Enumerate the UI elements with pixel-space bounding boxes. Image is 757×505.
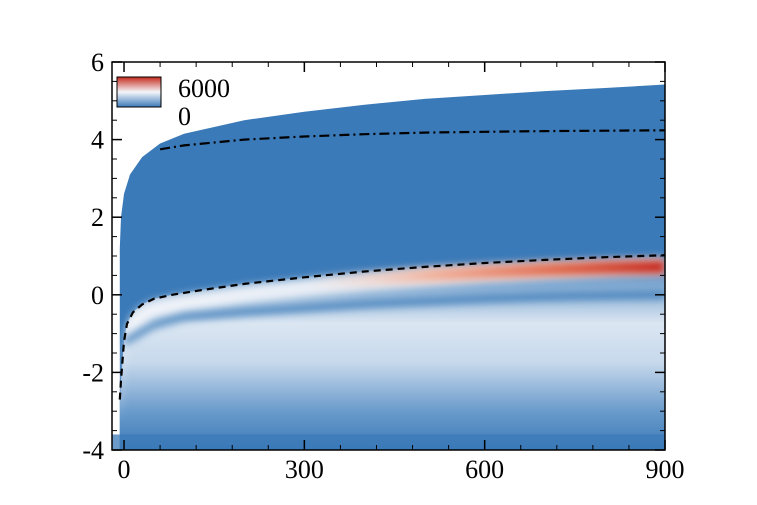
peak-band	[304, 259, 665, 291]
x-tick-label: 600	[465, 455, 504, 484]
dashdot-contour-line	[159, 129, 665, 151]
bottom-band	[112, 434, 665, 450]
y-tick-label: 0	[91, 281, 104, 310]
contour-field	[112, 84, 665, 450]
contour-lines	[118, 129, 665, 400]
colorbar-legend: 6000 0	[116, 74, 230, 131]
colorbar-swatch	[116, 76, 162, 108]
lower-region	[119, 255, 665, 450]
white-band	[119, 257, 665, 419]
x-tick-label: 300	[285, 455, 324, 484]
dashed-contour-line	[118, 254, 665, 400]
y-tick-label: -4	[82, 436, 104, 465]
x-tick-label: 0	[118, 455, 131, 484]
colorbar-max-label: 6000	[178, 74, 230, 103]
y-tick-label: -2	[82, 358, 104, 387]
colorbar-min-label: 0	[178, 102, 191, 131]
axes: 0 300 600 900 -4 -2 0 2 4 6	[82, 48, 684, 484]
y-tick-label: 2	[91, 203, 104, 232]
y-tick-label: 4	[91, 126, 104, 155]
y-tick-label: 6	[91, 48, 104, 77]
x-tick-label: 900	[646, 455, 685, 484]
trough-band	[124, 290, 665, 346]
